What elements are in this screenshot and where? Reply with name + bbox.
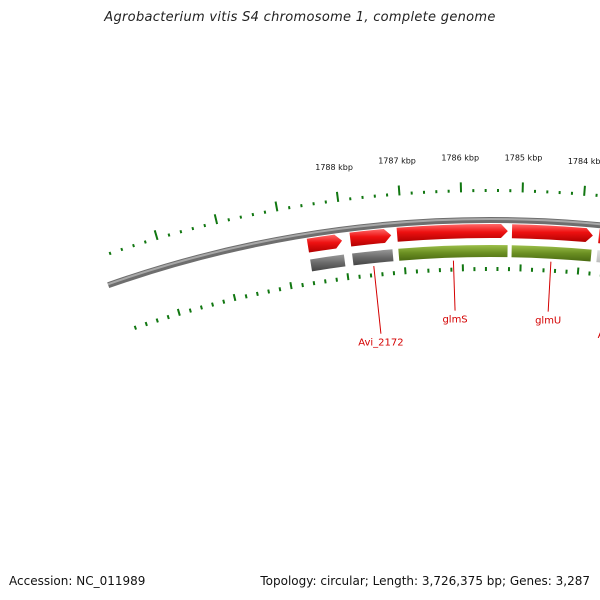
scale-minor-tick: [251, 212, 255, 217]
inner-tick: [211, 302, 215, 307]
gene-label: glmS: [442, 315, 467, 326]
inner-tick: [324, 279, 327, 284]
inner-tick: [255, 291, 259, 297]
inner-tick: [301, 282, 304, 288]
scale-minor-tick: [287, 206, 291, 210]
scale-major-tick: [335, 191, 340, 202]
scale-minor-tick: [167, 233, 171, 237]
gene-feature-glmu: [511, 245, 592, 262]
gene-protein-glms: [396, 223, 508, 242]
scale-minor-tick: [263, 210, 267, 214]
gene-leader-line: [452, 260, 456, 311]
inner-tick: [267, 289, 271, 294]
scale-minor-tick: [143, 240, 147, 244]
scale-minor-tick: [132, 243, 135, 248]
gene-feature-avi_2169: [596, 250, 600, 263]
gene-leader-line: [547, 261, 552, 312]
backbone-layer: [107, 217, 600, 289]
scale-label: 1788 kbp: [315, 163, 353, 172]
scale-minor-tick: [108, 251, 112, 256]
scale-minor-tick: [203, 223, 207, 228]
inner-tick: [176, 308, 181, 316]
genes-layer: [306, 223, 600, 272]
gene-protein-avi_2172: [349, 228, 392, 247]
scale-minor-tick: [179, 230, 183, 234]
labels-layer: 1781 kbp1782 kbp1783 kbp1784 kbp1785 kbp…: [315, 153, 600, 349]
scale-minor-tick: [191, 226, 195, 231]
inner-tick: [199, 305, 203, 310]
inner-tick: [144, 321, 148, 327]
gene-feature-unnamed-6: [310, 254, 346, 272]
gene-feature-glms: [398, 245, 508, 261]
inner-tick: [232, 293, 237, 302]
inner-tick: [312, 281, 316, 286]
inner-tick: [404, 267, 407, 275]
inner-tick: [166, 314, 170, 320]
scale-label: 1785 kbp: [505, 153, 543, 162]
gene-protein-unnamed-6: [306, 234, 343, 253]
scale-major-tick: [397, 185, 401, 196]
backbone-arc: [107, 217, 600, 289]
inner-tick: [335, 277, 339, 282]
scale-major-tick: [213, 214, 219, 225]
scale-minor-tick: [227, 218, 231, 222]
scale-major-tick: [274, 201, 279, 212]
gene-protein-glmu: [511, 224, 593, 243]
scale-label: 1786 kbp: [441, 153, 479, 162]
scale-major-tick: [583, 185, 586, 196]
inner-tick: [222, 299, 226, 304]
inner-tick: [155, 318, 159, 323]
gene-label: Avi_2172: [358, 338, 403, 349]
backbone-highlight: [107, 218, 600, 286]
accession-text: Accession: NC_011989: [9, 574, 146, 588]
scale-major-tick: [153, 230, 159, 241]
inner-tick: [278, 287, 282, 292]
inner-tick: [244, 294, 248, 299]
gene-label: glmU: [535, 316, 561, 327]
inner-tick: [188, 308, 192, 313]
inner-tick: [133, 325, 137, 330]
map-title: Agrobacterium vitis S4 chromosome 1, com…: [104, 10, 496, 25]
ticks-layer: [108, 182, 600, 330]
gene-leader-line: [373, 266, 382, 334]
scale-minor-tick: [120, 247, 124, 252]
gene-label: Avi_2169: [598, 330, 600, 341]
inner-tick: [576, 267, 580, 275]
scale-label: 1784 kbp: [568, 157, 600, 166]
gene-feature-avi_2172: [352, 249, 394, 266]
genome-summary: Topology: circular; Length: 3,726,375 bp…: [260, 574, 590, 588]
inner-tick: [289, 281, 293, 290]
scale-label: 1787 kbp: [378, 157, 416, 166]
inner-tick: [346, 273, 350, 281]
scale-minor-tick: [239, 215, 243, 219]
